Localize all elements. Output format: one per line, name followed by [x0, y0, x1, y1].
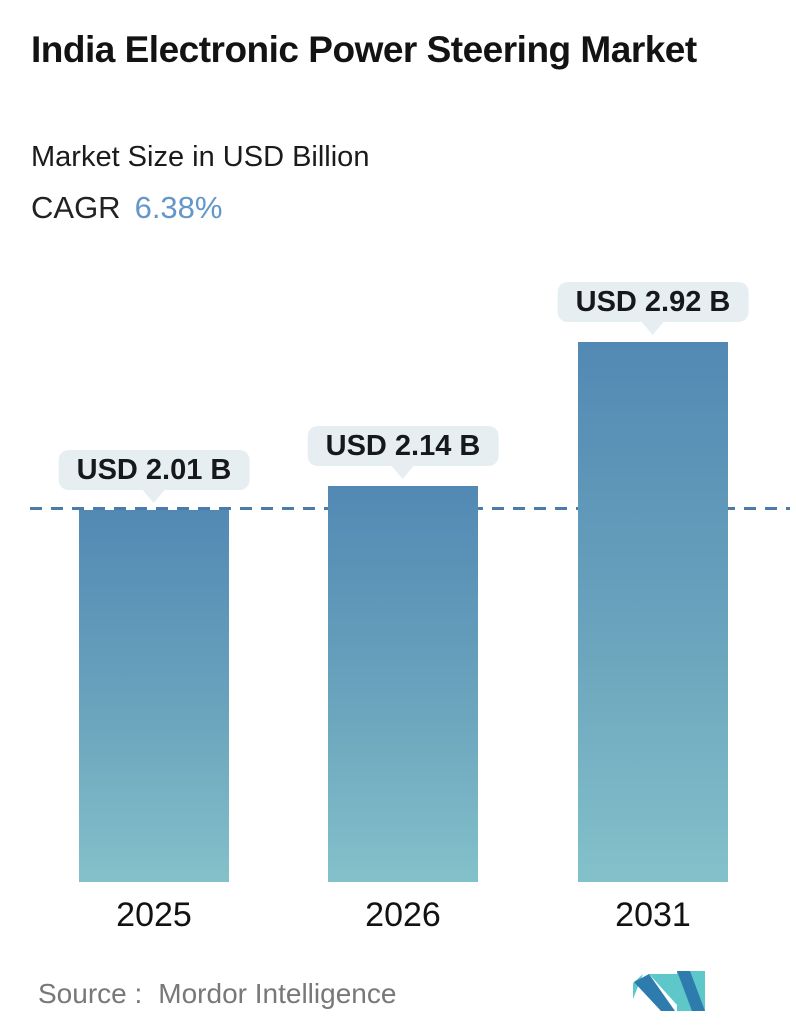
- source-value: Mordor Intelligence: [158, 978, 397, 1009]
- source-label: Source :: [38, 978, 143, 1009]
- value-callout-2025: USD 2.01 B: [58, 450, 250, 490]
- value-callout-2026: USD 2.14 B: [307, 426, 499, 466]
- cagr-label: CAGR: [31, 190, 121, 225]
- cagr-value: 6.38%: [134, 190, 223, 225]
- source-line: Source : Mordor Intelligence: [38, 978, 396, 1010]
- bar-2026: [328, 486, 478, 882]
- mordor-intelligence-logo: [633, 971, 705, 1011]
- axis-label-2026: 2026: [365, 896, 441, 934]
- bar-2025: [79, 510, 229, 882]
- bar-2031: [578, 342, 728, 882]
- value-callout-2031: USD 2.92 B: [557, 282, 749, 322]
- axis-label-2031: 2031: [615, 896, 691, 934]
- chart-title: India Electronic Power Steering Market: [31, 29, 697, 70]
- axis-label-2025: 2025: [116, 896, 192, 934]
- chart-subtitle: Market Size in USD Billion: [31, 141, 370, 173]
- cagr-row: CAGR 6.38%: [31, 190, 222, 226]
